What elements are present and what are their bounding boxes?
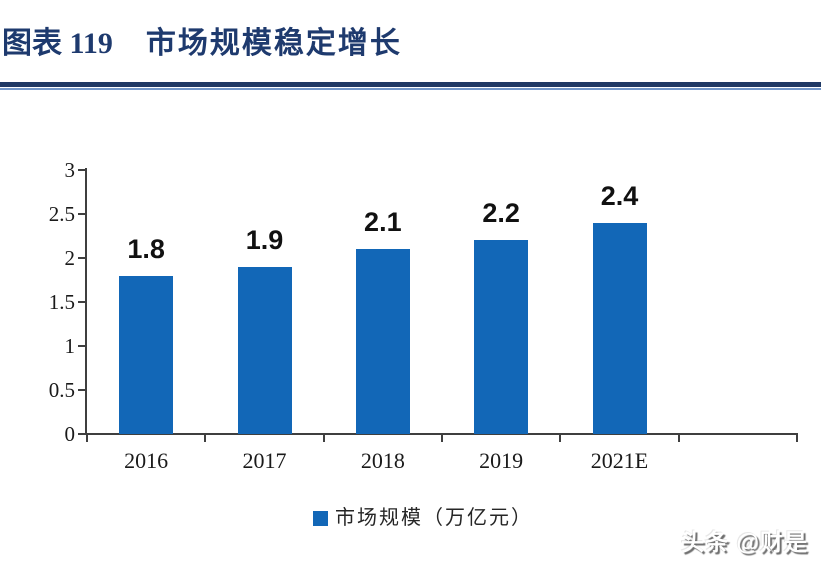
legend-swatch — [313, 510, 328, 526]
x-axis-tick — [86, 434, 88, 442]
x-axis-tick — [204, 434, 207, 442]
bar-2016 — [119, 275, 174, 434]
y-axis-tick-label: 3 — [64, 158, 76, 182]
y-axis-tick — [78, 213, 86, 215]
x-axis-label-2018: 2018 — [360, 448, 405, 473]
legend-label: 市场规模（万亿元） — [335, 507, 533, 529]
x-axis-tick — [677, 434, 680, 442]
y-axis-tick-label: 1 — [64, 334, 76, 358]
header-divider-thin — [0, 88, 821, 90]
bar-value-2021E: 2.4 — [600, 180, 639, 211]
y-axis-tick — [78, 389, 86, 391]
toutiao-watermark: 头条 @财是 — [681, 529, 808, 555]
figure-title-text: 市场规模稳定增长 — [145, 27, 402, 60]
chart-legend: 市场规模（万亿元） — [313, 505, 533, 531]
y-axis-tick — [78, 301, 86, 303]
y-axis-tick — [78, 345, 86, 347]
x-axis-line — [79, 433, 798, 435]
y-axis-tick-label: 2.5 — [48, 202, 75, 226]
x-axis-label-2017: 2017 — [242, 448, 287, 473]
bar-2019 — [474, 240, 529, 434]
y-axis-tick-label: 0.5 — [48, 378, 75, 402]
figure-number: 图表 119 — [2, 27, 113, 60]
y-axis-tick — [78, 169, 86, 171]
x-axis-label-2021E: 2021E — [590, 448, 649, 473]
x-axis-tick — [441, 434, 443, 442]
y-axis-tick-label: 2 — [64, 246, 76, 270]
bar-2021E — [592, 222, 647, 434]
x-axis-tick — [559, 434, 562, 442]
bar-value-2016: 1.8 — [127, 233, 165, 264]
bar-value-2017: 1.9 — [245, 224, 284, 255]
y-axis-tick — [78, 433, 86, 435]
figure-title: 图表 119 市场规模稳定增长 — [2, 18, 812, 64]
y-axis-line — [85, 168, 87, 435]
x-axis-tick — [796, 434, 798, 442]
x-axis-tick — [322, 434, 325, 442]
bar-value-2018: 2.1 — [364, 207, 402, 238]
bar-2017 — [237, 266, 292, 434]
x-axis-label-2019: 2019 — [479, 448, 524, 473]
x-axis-label-2016: 2016 — [124, 448, 169, 473]
y-axis-tick — [78, 257, 86, 259]
y-axis-tick-label: 0 — [64, 422, 76, 446]
bar-2018 — [355, 249, 410, 434]
header-divider-thick — [0, 82, 821, 87]
y-axis-tick-label: 1.5 — [48, 290, 75, 314]
bar-value-2019: 2.2 — [482, 198, 520, 229]
